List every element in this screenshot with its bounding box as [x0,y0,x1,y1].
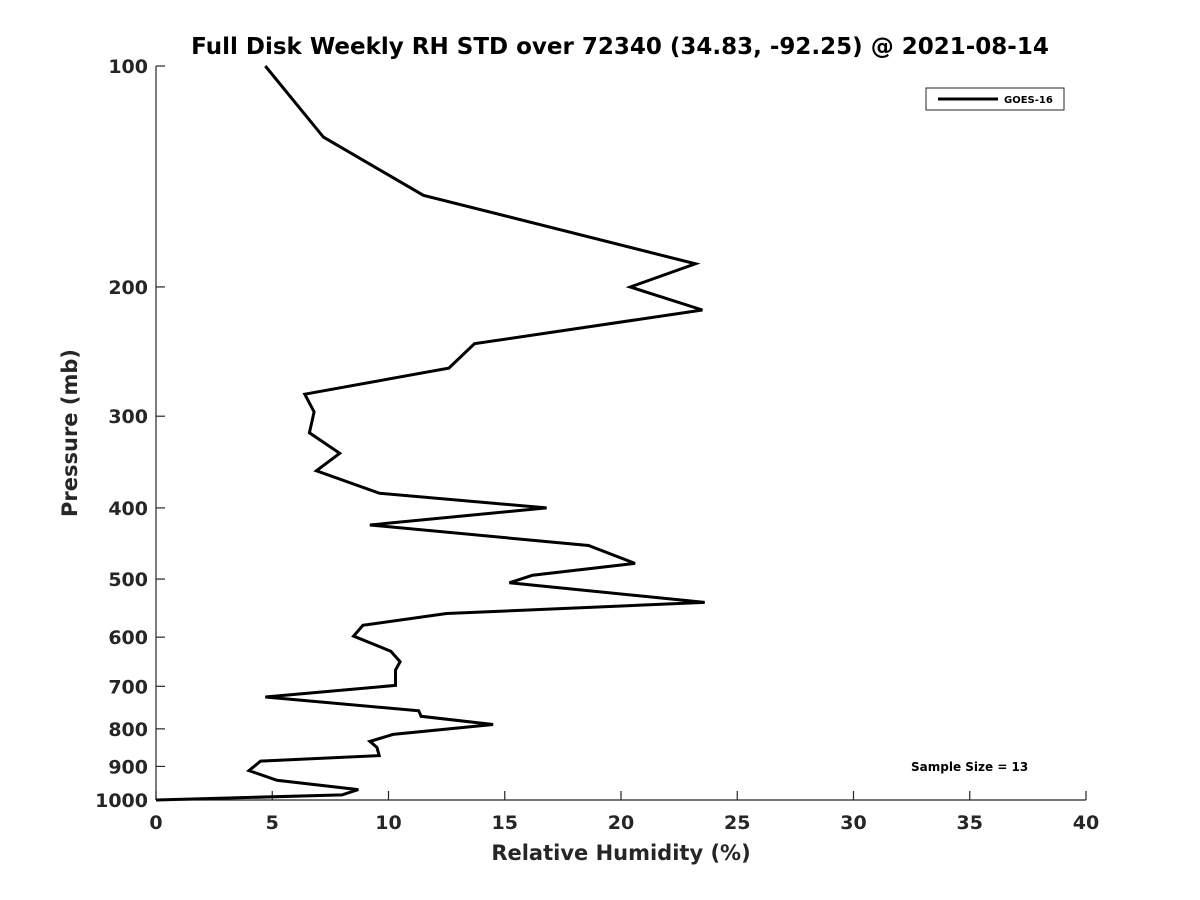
x-tick-label: 10 [375,812,401,834]
y-tick-label: 200 [108,277,148,299]
y-tick-label: 600 [108,627,148,649]
x-ticks: 0 5 10 15 20 25 30 35 40 [149,791,1099,834]
y-tick-label: 700 [108,676,148,698]
y-tick-label: 400 [108,498,148,520]
x-tick-label: 30 [840,812,866,834]
y-tick-label: 800 [108,719,148,741]
legend: GOES-16 [925,87,1065,111]
x-tick-label: 15 [492,812,518,834]
y-tick-label: 900 [108,756,148,778]
x-tick-label: 25 [724,812,750,834]
axes [155,66,1086,801]
x-tick-label: 20 [608,812,634,834]
legend-label-goes-16: GOES-16 [1004,95,1053,106]
chart-title: Full Disk Weekly RH STD over 72340 (34.8… [191,34,1049,60]
y-axis-label: Pressure (mb) [58,349,82,517]
y-tick-label: 1000 [95,790,148,812]
x-tick-label: 5 [266,812,279,834]
x-tick-label: 40 [1073,812,1099,834]
x-tick-label: 0 [149,812,162,834]
series-layer [155,65,705,802]
y-tick-label: 500 [108,569,148,591]
x-axis-label: Relative Humidity (%) [491,841,750,865]
sample-size-annotation: Sample Size = 13 [911,760,1028,774]
x-tick-label: 35 [957,812,983,834]
series-line-goes-16 [155,65,705,802]
y-tick-label: 100 [108,56,148,78]
y-tick-label: 300 [108,406,148,428]
y-ticks: 100 200 300 400 500 600 700 800 900 1000 [95,56,165,812]
